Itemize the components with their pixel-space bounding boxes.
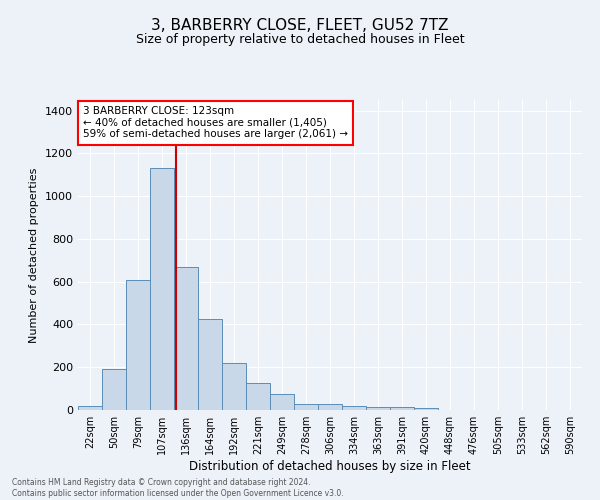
Y-axis label: Number of detached properties: Number of detached properties xyxy=(29,168,40,342)
Bar xyxy=(222,363,246,410)
Bar xyxy=(366,407,390,410)
Bar xyxy=(102,368,126,410)
Bar xyxy=(342,406,366,410)
Text: 3, BARBERRY CLOSE, FLEET, GU52 7TZ: 3, BARBERRY CLOSE, FLEET, GU52 7TZ xyxy=(151,18,449,32)
Bar xyxy=(390,408,414,410)
Bar xyxy=(270,394,294,410)
Bar xyxy=(318,404,342,410)
Text: 3 BARBERRY CLOSE: 123sqm
← 40% of detached houses are smaller (1,405)
59% of sem: 3 BARBERRY CLOSE: 123sqm ← 40% of detach… xyxy=(83,106,348,140)
Bar xyxy=(198,319,222,410)
Bar xyxy=(126,280,150,410)
Text: Size of property relative to detached houses in Fleet: Size of property relative to detached ho… xyxy=(136,32,464,46)
Bar xyxy=(78,406,102,410)
Bar xyxy=(150,168,174,410)
Bar xyxy=(246,382,270,410)
Bar xyxy=(174,267,198,410)
Bar xyxy=(294,404,318,410)
Text: Contains HM Land Registry data © Crown copyright and database right 2024.
Contai: Contains HM Land Registry data © Crown c… xyxy=(12,478,344,498)
Bar xyxy=(414,408,438,410)
X-axis label: Distribution of detached houses by size in Fleet: Distribution of detached houses by size … xyxy=(189,460,471,473)
